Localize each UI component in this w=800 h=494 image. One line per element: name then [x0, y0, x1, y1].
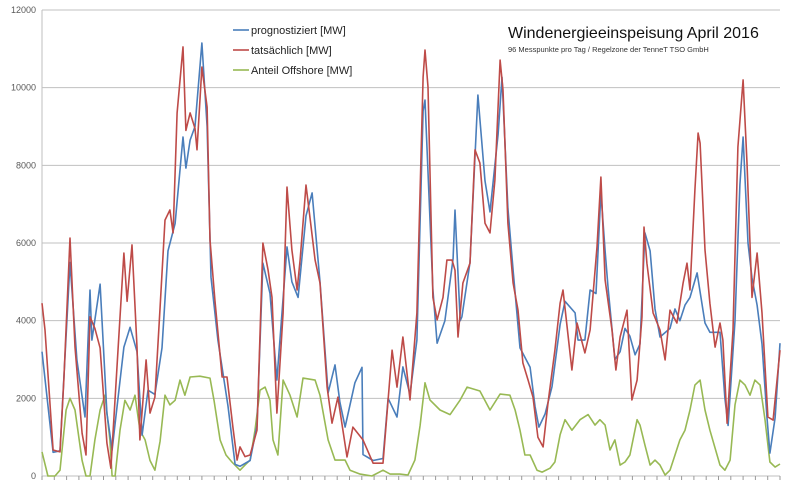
- chart-title: Windenergieeinspeisung April 2016: [508, 25, 759, 42]
- y-tick-label: 6000: [16, 238, 36, 248]
- y-tick-label: 10000: [11, 83, 36, 93]
- series-line-0: [41, 42, 781, 468]
- y-tick-label: 2000: [16, 393, 36, 403]
- chart-subtitle: 96 Messpunkte pro Tag / Regelzone der Te…: [508, 45, 709, 54]
- x-axis-ticks: [41, 476, 781, 480]
- series-lines: [41, 42, 781, 477]
- series-line-1: [41, 46, 781, 469]
- y-tick-label: 12000: [11, 5, 36, 15]
- legend-label-prognostiziert: prognostiziert [MW]: [251, 25, 346, 37]
- legend: prognostiziert [MW] tatsächlich [MW] Ant…: [233, 25, 352, 77]
- y-tick-label: 0: [31, 471, 36, 481]
- legend-label-tatsaechlich: tatsächlich [MW]: [251, 45, 332, 57]
- y-tick-label: 4000: [16, 316, 36, 326]
- y-tick-label: 8000: [16, 160, 36, 170]
- y-axis-tick-labels: 0 2000 4000 6000 8000 10000 12000: [11, 5, 36, 481]
- legend-label-offshore: Anteil Offshore [MW]: [251, 65, 352, 77]
